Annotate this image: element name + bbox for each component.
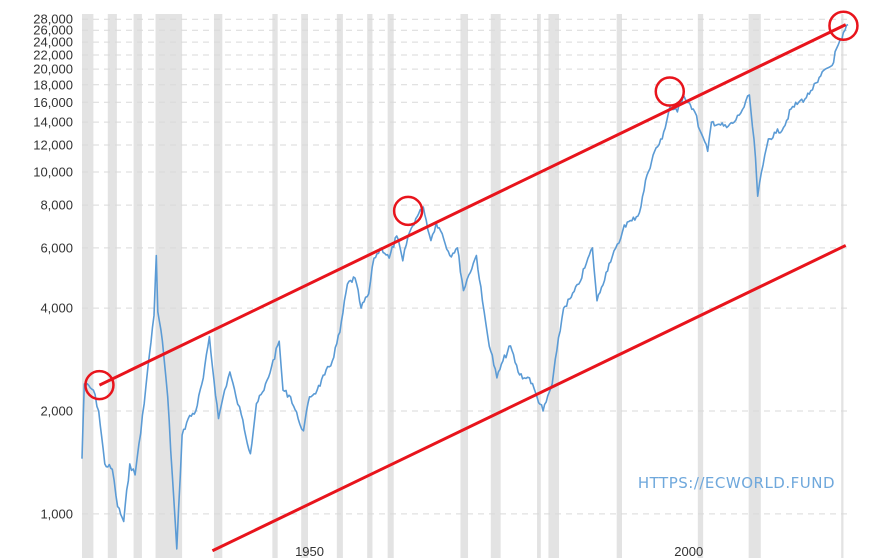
- trendline: [211, 244, 847, 553]
- trendline-layer: [98, 23, 847, 553]
- y-tick-label: 6,000: [40, 240, 73, 255]
- recession-band: [548, 14, 560, 558]
- recession-band: [616, 14, 622, 558]
- series-line: [81, 23, 849, 550]
- recession-band: [107, 14, 117, 558]
- recession-band: [490, 14, 501, 558]
- y-tick-label: 10,000: [33, 165, 73, 180]
- watermark-text: HTTPS://ECWORLD.FUND: [638, 474, 835, 492]
- recession-band: [387, 14, 394, 558]
- highlight-circles: [84, 10, 859, 401]
- y-tick-label: 8,000: [40, 198, 73, 213]
- recession-band: [697, 14, 704, 558]
- series-layer: [81, 23, 849, 550]
- y-tick-label: 4,000: [40, 301, 73, 316]
- recession-band: [748, 14, 761, 558]
- recession-band: [213, 14, 223, 558]
- x-tick-label: 1950: [295, 544, 324, 559]
- recession-band: [82, 14, 94, 558]
- recession-band: [841, 14, 844, 558]
- recession-band: [460, 14, 469, 558]
- y-tick-label: 28,000: [33, 12, 73, 27]
- highlight-circle: [828, 10, 859, 41]
- recession-band: [155, 14, 183, 558]
- y-tick-label: 14,000: [33, 115, 73, 130]
- trendline: [98, 23, 847, 387]
- highlight-circle: [392, 195, 424, 227]
- y-axis-tick-labels: 1,000 2,000 4,000 6,000 8,000 10,000 12,000 14,…: [33, 12, 73, 522]
- y-tick-label: 18,000: [33, 77, 73, 92]
- y-tick-label: 20,000: [33, 62, 73, 77]
- recession-band: [537, 14, 541, 558]
- x-tick-label: 2000: [674, 544, 703, 559]
- y-tick-label: 16,000: [33, 95, 73, 110]
- y-tick-label: 24,000: [33, 35, 73, 50]
- y-tick-label: 12,000: [33, 137, 73, 152]
- y-tick-label: 22,000: [33, 48, 73, 63]
- y-tick-label: 26,000: [33, 23, 73, 38]
- y-tick-label: 1,000: [40, 506, 73, 521]
- x-axis-tick-labels: 1950 2000: [295, 544, 703, 559]
- y-tick-label: 2,000: [40, 403, 73, 418]
- recession-band: [336, 14, 343, 558]
- highlight-circle: [84, 369, 115, 401]
- recession-band: [272, 14, 278, 558]
- highlight-circle: [654, 76, 686, 107]
- recession-band: [133, 14, 142, 558]
